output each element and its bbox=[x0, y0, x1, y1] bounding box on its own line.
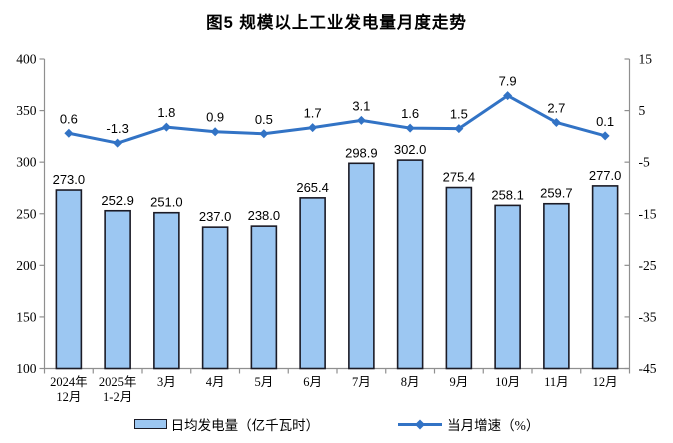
legend-label-growth: 当月增速（%） bbox=[447, 418, 540, 433]
x-category-label: 10月 bbox=[495, 375, 520, 389]
line-marker bbox=[551, 117, 561, 127]
bar bbox=[396, 159, 424, 370]
legend-label-generation: 日均发电量（亿千瓦时） bbox=[170, 418, 320, 433]
left-axis-tick-label: 200 bbox=[16, 258, 37, 273]
line-value-label: 1.6 bbox=[401, 106, 419, 121]
line-value-label: 0.1 bbox=[596, 114, 614, 129]
x-category-label: 9月 bbox=[449, 375, 468, 389]
x-category-label: 8月 bbox=[401, 375, 420, 389]
line-marker bbox=[113, 138, 123, 148]
line-value-label: 1.5 bbox=[450, 107, 468, 122]
line-value-label: 7.9 bbox=[499, 74, 517, 89]
line-marker bbox=[356, 115, 366, 125]
legend: 日均发电量（亿千瓦时） 当月增速（%） bbox=[0, 413, 673, 435]
line-value-label: 1.7 bbox=[304, 106, 322, 121]
line-value-label: 0.9 bbox=[206, 110, 224, 125]
line-value-label: 1.8 bbox=[157, 105, 175, 120]
bar bbox=[153, 211, 180, 370]
x-category-label: 3月 bbox=[157, 375, 176, 389]
left-axis-tick-label: 150 bbox=[16, 309, 37, 324]
chart-title: 图5 规模以上工业发电量月度走势 bbox=[206, 14, 467, 32]
bar-value-label: 252.9 bbox=[101, 193, 134, 208]
left-axis-tick-label: 250 bbox=[16, 206, 37, 221]
bar-value-label: 302.0 bbox=[394, 142, 427, 157]
line-series bbox=[67, 94, 607, 145]
right-axis-tick-label: -25 bbox=[639, 258, 657, 273]
line-marker bbox=[308, 123, 318, 133]
x-category-label: 7月 bbox=[352, 375, 371, 389]
line-marker bbox=[64, 128, 74, 138]
right-axis-tick-label: 5 bbox=[639, 103, 646, 118]
x-category-label: 11月 bbox=[544, 375, 569, 389]
line-value-label: 0.6 bbox=[60, 111, 78, 126]
line-value-label: 0.5 bbox=[255, 112, 273, 127]
line-marker bbox=[405, 123, 415, 133]
bar-value-label: 275.4 bbox=[443, 170, 476, 185]
bar bbox=[201, 226, 229, 370]
bar bbox=[494, 204, 521, 370]
left-axis-tick-label: 400 bbox=[16, 52, 37, 67]
bar bbox=[348, 162, 375, 370]
x-category-label: 2024年 12月 bbox=[50, 375, 88, 404]
line-marker bbox=[161, 122, 171, 132]
line-marker bbox=[259, 129, 269, 139]
bar bbox=[591, 185, 619, 370]
line-marker bbox=[210, 127, 220, 137]
bar-value-label: 237.0 bbox=[199, 209, 232, 224]
bar bbox=[250, 225, 278, 370]
bar-swatch-icon bbox=[133, 419, 167, 429]
bar-value-label: 298.9 bbox=[345, 145, 378, 160]
right-axis-tick-label: 15 bbox=[639, 52, 653, 67]
right-axis-tick-label: -35 bbox=[639, 309, 657, 324]
bar bbox=[299, 197, 326, 370]
bar bbox=[104, 209, 131, 370]
bar-value-label: 259.7 bbox=[540, 186, 573, 201]
x-category-label: 4月 bbox=[206, 375, 225, 389]
line-marker bbox=[454, 124, 464, 134]
right-axis-tick-label: -5 bbox=[639, 155, 650, 170]
line-value-label: 2.7 bbox=[547, 100, 565, 115]
bar bbox=[55, 189, 83, 370]
right-axis-tick-label: -15 bbox=[639, 206, 657, 221]
bar-value-label: 258.1 bbox=[491, 187, 524, 202]
x-category-label: 12月 bbox=[593, 375, 618, 389]
bar bbox=[543, 202, 570, 370]
bar-value-label: 273.0 bbox=[53, 172, 86, 187]
bar-value-label: 265.4 bbox=[296, 180, 329, 195]
x-category-label: 2025年 1-2月 bbox=[99, 375, 137, 404]
x-category-label: 5月 bbox=[254, 375, 273, 389]
line-marker-icon bbox=[398, 419, 443, 429]
line-value-label: 3.1 bbox=[352, 98, 370, 113]
line-marker bbox=[503, 91, 513, 101]
right-axis-tick-label: -45 bbox=[639, 361, 657, 376]
left-axis-tick-label: 350 bbox=[16, 103, 37, 118]
x-category-label: 6月 bbox=[303, 375, 322, 389]
bar-value-label: 251.0 bbox=[150, 195, 183, 210]
bar bbox=[445, 186, 473, 370]
left-axis-tick-label: 300 bbox=[16, 155, 37, 170]
line-marker bbox=[600, 131, 610, 141]
legend-item-growth: 当月增速（%） bbox=[397, 414, 539, 434]
legend-item-generation: 日均发电量（亿千瓦时） bbox=[133, 414, 320, 434]
left-axis-tick-label: 100 bbox=[16, 361, 37, 376]
line-value-label: -1.3 bbox=[106, 121, 128, 136]
bar-value-label: 238.0 bbox=[248, 208, 281, 223]
bar-value-label: 277.0 bbox=[589, 168, 622, 183]
